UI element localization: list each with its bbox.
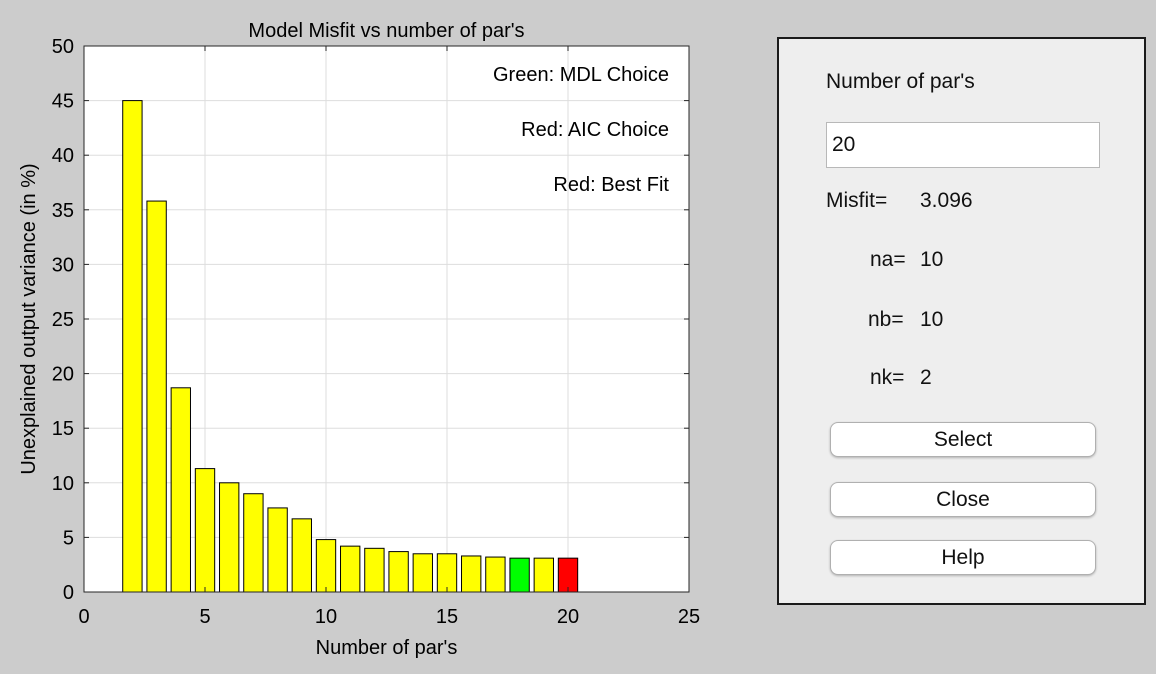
y-tick-label: 5 bbox=[63, 527, 74, 549]
chart-annotation: Green: MDL Choice bbox=[493, 64, 669, 86]
model-order-panel: Number of par's Misfit= 3.096 na= 10 nb=… bbox=[777, 37, 1146, 605]
bar bbox=[364, 547, 385, 593]
bar bbox=[412, 553, 433, 593]
x-tick-label: 25 bbox=[678, 606, 700, 628]
y-tick-label: 15 bbox=[52, 418, 74, 440]
misfit-label: Misfit= bbox=[826, 189, 888, 212]
chart-title: Model Misfit vs number of par's bbox=[248, 20, 524, 42]
y-axis-label: Unexplained output variance (in %) bbox=[18, 163, 40, 474]
chart-annotation: Red: AIC Choice bbox=[521, 119, 669, 141]
bar bbox=[485, 556, 506, 593]
bar bbox=[194, 468, 216, 593]
misfit-bar-chart-svg: 0 5 10 15 20 25 0 5 10 15 20 25 30 35 40 45 50 Model Misf… bbox=[18, 20, 700, 659]
bar bbox=[243, 493, 264, 593]
y-tick-label: 40 bbox=[52, 145, 74, 167]
select-button[interactable]: Select bbox=[830, 422, 1096, 457]
x-tick-label: 20 bbox=[557, 606, 579, 628]
y-tick-label: 25 bbox=[52, 309, 74, 331]
num-pars-input[interactable] bbox=[826, 122, 1100, 168]
close-button[interactable]: Close bbox=[830, 482, 1096, 517]
x-tick-label: 15 bbox=[436, 606, 458, 628]
num-pars-label: Number of par's bbox=[826, 70, 975, 93]
x-tick-label: 5 bbox=[199, 606, 210, 628]
bar bbox=[436, 553, 458, 593]
y-tick-label: 20 bbox=[52, 364, 74, 386]
y-tick-label: 50 bbox=[52, 36, 74, 58]
x-axis-label: Number of par's bbox=[316, 637, 458, 659]
bar bbox=[146, 200, 167, 593]
chart-annotation: Red: Best Fit bbox=[553, 174, 669, 196]
misfit-value: 3.096 bbox=[920, 189, 973, 212]
bar bbox=[315, 539, 337, 593]
y-tick-label: 0 bbox=[63, 582, 74, 604]
y-tick-label: 30 bbox=[52, 254, 74, 276]
nb-label: nb= bbox=[868, 308, 904, 331]
bar bbox=[388, 551, 409, 593]
bar bbox=[122, 100, 143, 593]
bar-aic-choice bbox=[557, 557, 579, 593]
x-tick-label: 0 bbox=[78, 606, 89, 628]
nb-value: 10 bbox=[920, 308, 944, 331]
misfit-chart: 0 5 10 15 20 25 0 5 10 15 20 25 30 35 40 45 50 Model Misf… bbox=[18, 20, 700, 659]
bar bbox=[340, 545, 361, 593]
y-tick-label: 45 bbox=[52, 91, 74, 113]
bar bbox=[533, 557, 554, 593]
bar-mdl-choice bbox=[509, 557, 530, 593]
na-value: 10 bbox=[920, 248, 944, 271]
bar bbox=[219, 482, 240, 593]
y-tick-label: 35 bbox=[52, 200, 74, 222]
nk-value: 2 bbox=[920, 366, 932, 389]
help-button[interactable]: Help bbox=[830, 540, 1096, 575]
y-tick-label: 10 bbox=[52, 473, 74, 495]
bar bbox=[170, 387, 191, 593]
bar bbox=[267, 507, 288, 593]
na-label: na= bbox=[870, 248, 906, 271]
bar bbox=[461, 555, 482, 593]
x-tick-label: 10 bbox=[315, 606, 337, 628]
bar bbox=[291, 518, 312, 593]
nk-label: nk= bbox=[870, 366, 905, 389]
